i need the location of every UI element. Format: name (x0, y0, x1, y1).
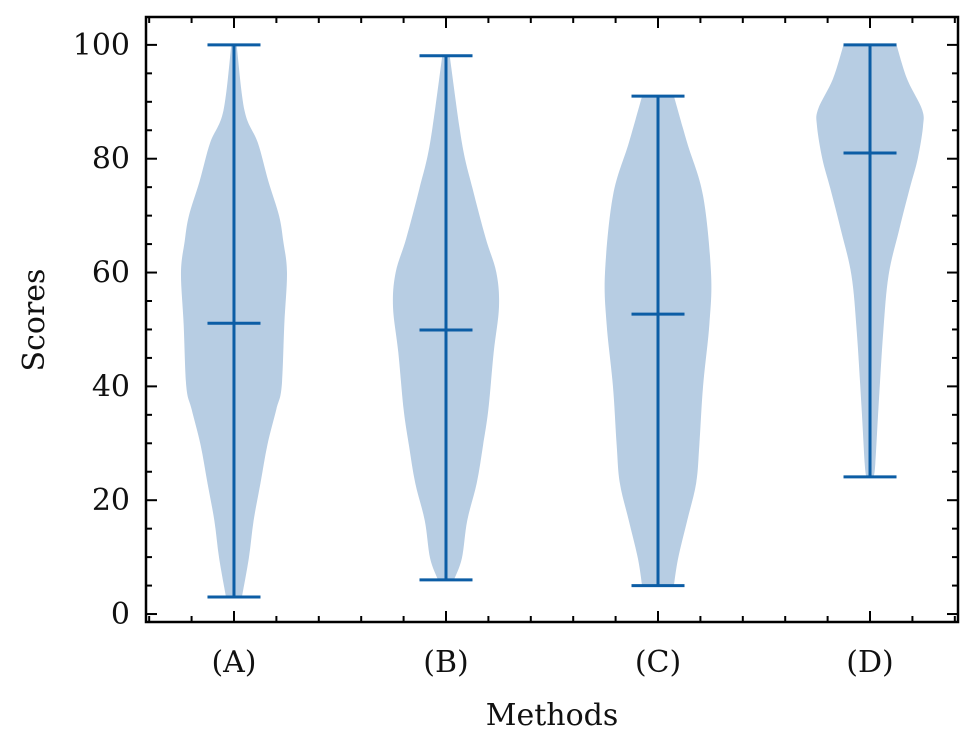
ticks (146, 17, 958, 622)
y-axis-label: Scores (17, 269, 52, 372)
x-tick-label: (C) (635, 645, 681, 680)
x-tick-label: (D) (846, 645, 893, 680)
x-tick-labels: (A) (B) (C) (D) (211, 645, 893, 680)
plot-frame (144, 15, 960, 624)
y-tick-label: 60 (92, 256, 130, 291)
y-tick-label: 20 (92, 483, 130, 518)
y-tick-labels: 0 20 40 60 80 100 (73, 28, 130, 632)
x-tick-label: (B) (423, 645, 468, 680)
y-tick-label: 40 (92, 369, 130, 404)
x-tick-label: (A) (211, 645, 256, 680)
x-axis-label: Methods (486, 698, 619, 733)
violin-a (180, 43, 287, 599)
violin-d (816, 43, 924, 479)
violin-b (392, 54, 500, 582)
violin-c (604, 94, 712, 588)
y-tick-label: 80 (92, 142, 130, 177)
y-tick-label: 0 (111, 597, 130, 632)
violins (180, 43, 924, 599)
y-tick-label: 100 (73, 28, 130, 63)
